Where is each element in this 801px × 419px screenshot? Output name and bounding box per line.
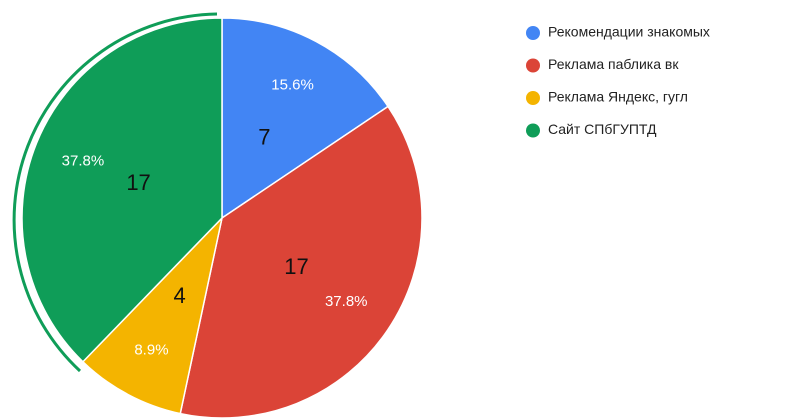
- count-label: 4: [174, 283, 186, 308]
- legend-label: Реклама Яндекс, гугл: [548, 89, 688, 105]
- legend-marker: [526, 58, 540, 73]
- legend-label: Рекомендации знакомых: [548, 24, 710, 40]
- pie-slice: [221, 17, 390, 220]
- pie-slice: [179, 105, 423, 419]
- slice-outline: [12, 12, 218, 373]
- legend-marker: [526, 26, 540, 40]
- pie-slice: [21, 17, 223, 363]
- count-label: 17: [284, 254, 308, 279]
- count-label: 17: [126, 170, 150, 195]
- legend-label: Сайт СПбГУПТД: [548, 121, 657, 137]
- percent-label: 37.8%: [325, 293, 368, 310]
- percent-label: 37.8%: [62, 153, 105, 170]
- pie-slice: [81, 215, 224, 415]
- count-label: 7: [258, 124, 270, 149]
- legend-marker: [526, 123, 540, 138]
- legend-marker: [526, 91, 540, 105]
- legend-label: Реклама паблика вк: [548, 56, 679, 72]
- percent-label: 8.9%: [134, 341, 168, 358]
- percent-label: 15.6%: [271, 77, 314, 94]
